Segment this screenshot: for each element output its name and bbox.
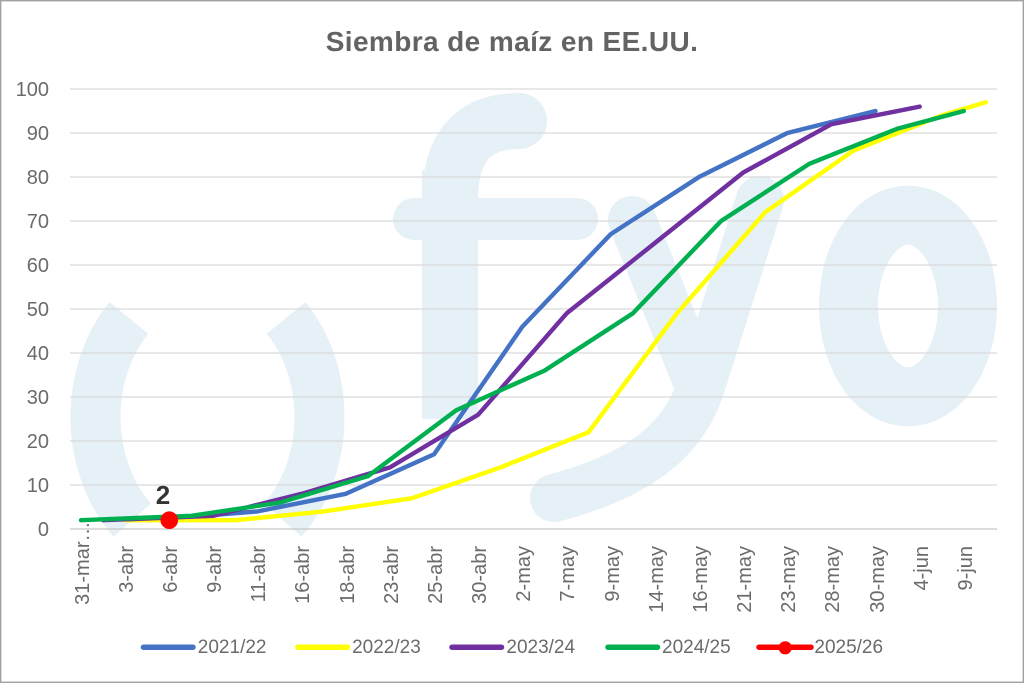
svg-text:50: 50 bbox=[27, 299, 49, 321]
svg-text:9-abr: 9-abr bbox=[204, 546, 226, 593]
svg-text:60: 60 bbox=[27, 255, 49, 277]
svg-text:23-abr: 23-abr bbox=[381, 546, 403, 604]
svg-text:100: 100 bbox=[16, 79, 49, 101]
svg-text:4-jun: 4-jun bbox=[911, 546, 933, 590]
svg-text:2021/22: 2021/22 bbox=[198, 637, 267, 658]
svg-text:30-may: 30-may bbox=[867, 546, 889, 613]
svg-text:2-may: 2-may bbox=[513, 546, 535, 602]
svg-text:0: 0 bbox=[38, 519, 49, 541]
svg-text:80: 80 bbox=[27, 167, 49, 189]
svg-text:25-abr: 25-abr bbox=[425, 546, 447, 604]
svg-text:14-may: 14-may bbox=[646, 546, 668, 613]
svg-text:2025/26: 2025/26 bbox=[814, 637, 883, 658]
svg-text:2: 2 bbox=[156, 480, 170, 510]
svg-text:9-may: 9-may bbox=[602, 546, 624, 602]
svg-text:20: 20 bbox=[27, 431, 49, 453]
svg-text:23-may: 23-may bbox=[778, 546, 800, 613]
svg-text:9-jun: 9-jun bbox=[955, 546, 977, 590]
svg-text:40: 40 bbox=[27, 343, 49, 365]
svg-text:16-abr: 16-abr bbox=[292, 546, 314, 604]
svg-text:30: 30 bbox=[27, 387, 49, 409]
svg-text:2023/24: 2023/24 bbox=[506, 637, 575, 658]
svg-text:11-abr: 11-abr bbox=[248, 546, 270, 603]
svg-text:10: 10 bbox=[27, 475, 49, 497]
svg-text:30-abr: 30-abr bbox=[469, 546, 491, 604]
svg-text:28-may: 28-may bbox=[822, 546, 844, 613]
svg-text:2024/25: 2024/25 bbox=[662, 637, 731, 658]
svg-text:7-may: 7-may bbox=[557, 546, 579, 602]
svg-text:Siembra de maíz en EE.UU.: Siembra de maíz en EE.UU. bbox=[326, 26, 699, 57]
svg-text:70: 70 bbox=[27, 211, 49, 233]
svg-text:18-abr: 18-abr bbox=[337, 546, 359, 604]
svg-text:16-may: 16-may bbox=[690, 546, 712, 613]
svg-text:31-mar…: 31-mar… bbox=[72, 522, 94, 605]
svg-text:3-abr: 3-abr bbox=[116, 546, 138, 593]
svg-text:2022/23: 2022/23 bbox=[352, 637, 421, 658]
svg-text:21-may: 21-may bbox=[734, 546, 756, 613]
svg-text:90: 90 bbox=[27, 123, 49, 145]
svg-text:6-abr: 6-abr bbox=[160, 546, 182, 593]
